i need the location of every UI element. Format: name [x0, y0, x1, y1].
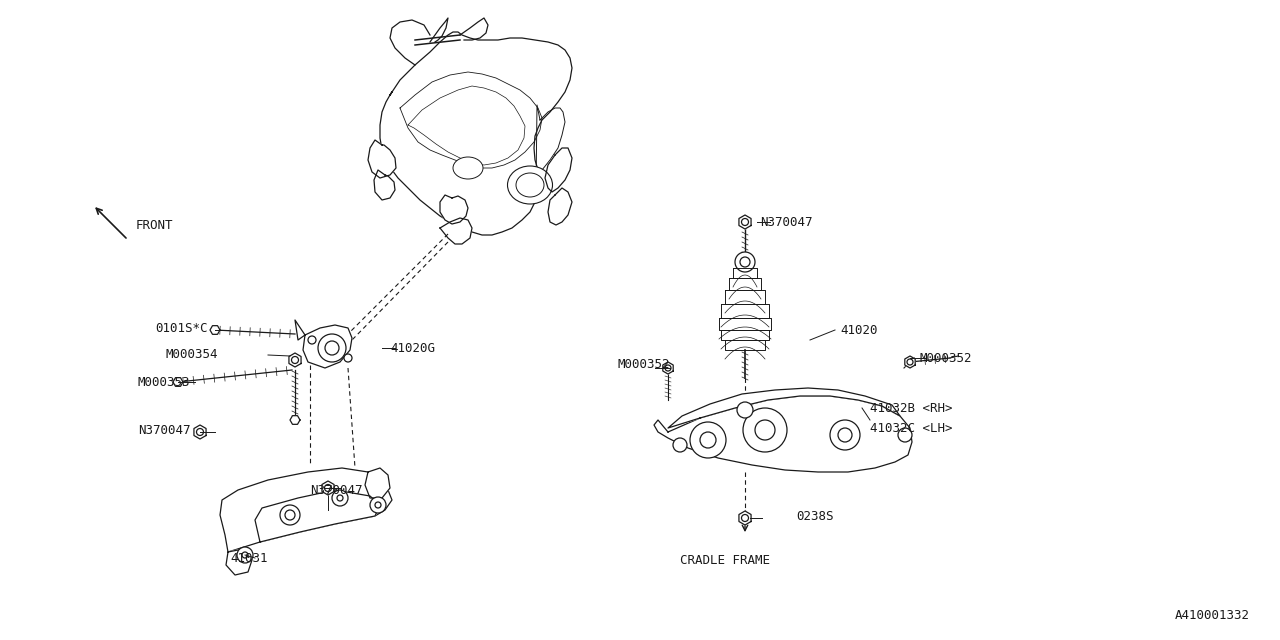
Polygon shape: [374, 170, 396, 200]
Circle shape: [899, 428, 911, 442]
Polygon shape: [721, 330, 769, 340]
Circle shape: [829, 420, 860, 450]
Circle shape: [242, 552, 248, 558]
Circle shape: [325, 341, 339, 355]
Circle shape: [292, 356, 298, 364]
Circle shape: [237, 547, 253, 563]
Polygon shape: [724, 340, 765, 350]
Circle shape: [280, 505, 300, 525]
Polygon shape: [724, 290, 765, 304]
Text: 41020G: 41020G: [390, 342, 435, 355]
Circle shape: [735, 252, 755, 272]
Circle shape: [741, 218, 749, 225]
Ellipse shape: [453, 157, 483, 179]
Polygon shape: [654, 396, 911, 472]
Text: N370047: N370047: [760, 216, 813, 228]
Text: M000354: M000354: [165, 349, 218, 362]
Circle shape: [700, 432, 716, 448]
Polygon shape: [905, 356, 915, 368]
Text: A410001332: A410001332: [1175, 609, 1251, 622]
Circle shape: [332, 490, 348, 506]
Text: 0238S: 0238S: [796, 509, 833, 522]
Text: 41032B <RH>: 41032B <RH>: [870, 401, 952, 415]
Polygon shape: [440, 218, 472, 244]
Polygon shape: [733, 268, 756, 278]
Ellipse shape: [516, 173, 544, 197]
Circle shape: [308, 336, 316, 344]
Ellipse shape: [507, 166, 553, 204]
Text: FRONT: FRONT: [136, 219, 174, 232]
Text: 0101S*C: 0101S*C: [155, 321, 207, 335]
Circle shape: [666, 365, 671, 371]
Polygon shape: [739, 511, 751, 525]
Text: N370047: N370047: [310, 483, 362, 497]
Text: 41032C <LH>: 41032C <LH>: [870, 422, 952, 435]
Polygon shape: [440, 195, 468, 224]
Polygon shape: [173, 378, 183, 387]
Polygon shape: [227, 548, 252, 575]
Circle shape: [737, 402, 753, 418]
Text: M000352: M000352: [618, 358, 671, 371]
Polygon shape: [380, 32, 572, 235]
Polygon shape: [303, 325, 352, 368]
Polygon shape: [730, 278, 762, 290]
Circle shape: [741, 515, 749, 522]
Polygon shape: [548, 188, 572, 225]
Polygon shape: [291, 415, 300, 424]
Circle shape: [370, 497, 387, 513]
Circle shape: [285, 510, 294, 520]
Polygon shape: [195, 425, 206, 439]
Circle shape: [673, 438, 687, 452]
Polygon shape: [721, 304, 769, 318]
Circle shape: [375, 502, 381, 508]
Circle shape: [344, 354, 352, 362]
Text: M000352: M000352: [920, 351, 973, 365]
Circle shape: [908, 359, 913, 365]
Polygon shape: [739, 215, 751, 229]
Polygon shape: [668, 388, 900, 428]
Polygon shape: [365, 468, 390, 498]
Circle shape: [197, 429, 204, 435]
Polygon shape: [719, 318, 771, 330]
Circle shape: [325, 484, 332, 492]
Polygon shape: [369, 140, 396, 178]
Polygon shape: [220, 468, 392, 552]
Circle shape: [740, 257, 750, 267]
Circle shape: [317, 334, 346, 362]
Circle shape: [690, 422, 726, 458]
Text: 41031: 41031: [230, 552, 268, 564]
Polygon shape: [210, 326, 220, 334]
Text: N370047: N370047: [138, 424, 191, 436]
Circle shape: [742, 408, 787, 452]
Text: 41020: 41020: [840, 323, 878, 337]
Polygon shape: [663, 362, 673, 374]
Circle shape: [838, 428, 852, 442]
Polygon shape: [289, 353, 301, 367]
Text: M000353: M000353: [138, 376, 191, 388]
Polygon shape: [323, 481, 334, 495]
Polygon shape: [545, 148, 572, 192]
Polygon shape: [255, 490, 380, 542]
Circle shape: [755, 420, 774, 440]
Circle shape: [337, 495, 343, 501]
Text: CRADLE FRAME: CRADLE FRAME: [680, 554, 771, 566]
